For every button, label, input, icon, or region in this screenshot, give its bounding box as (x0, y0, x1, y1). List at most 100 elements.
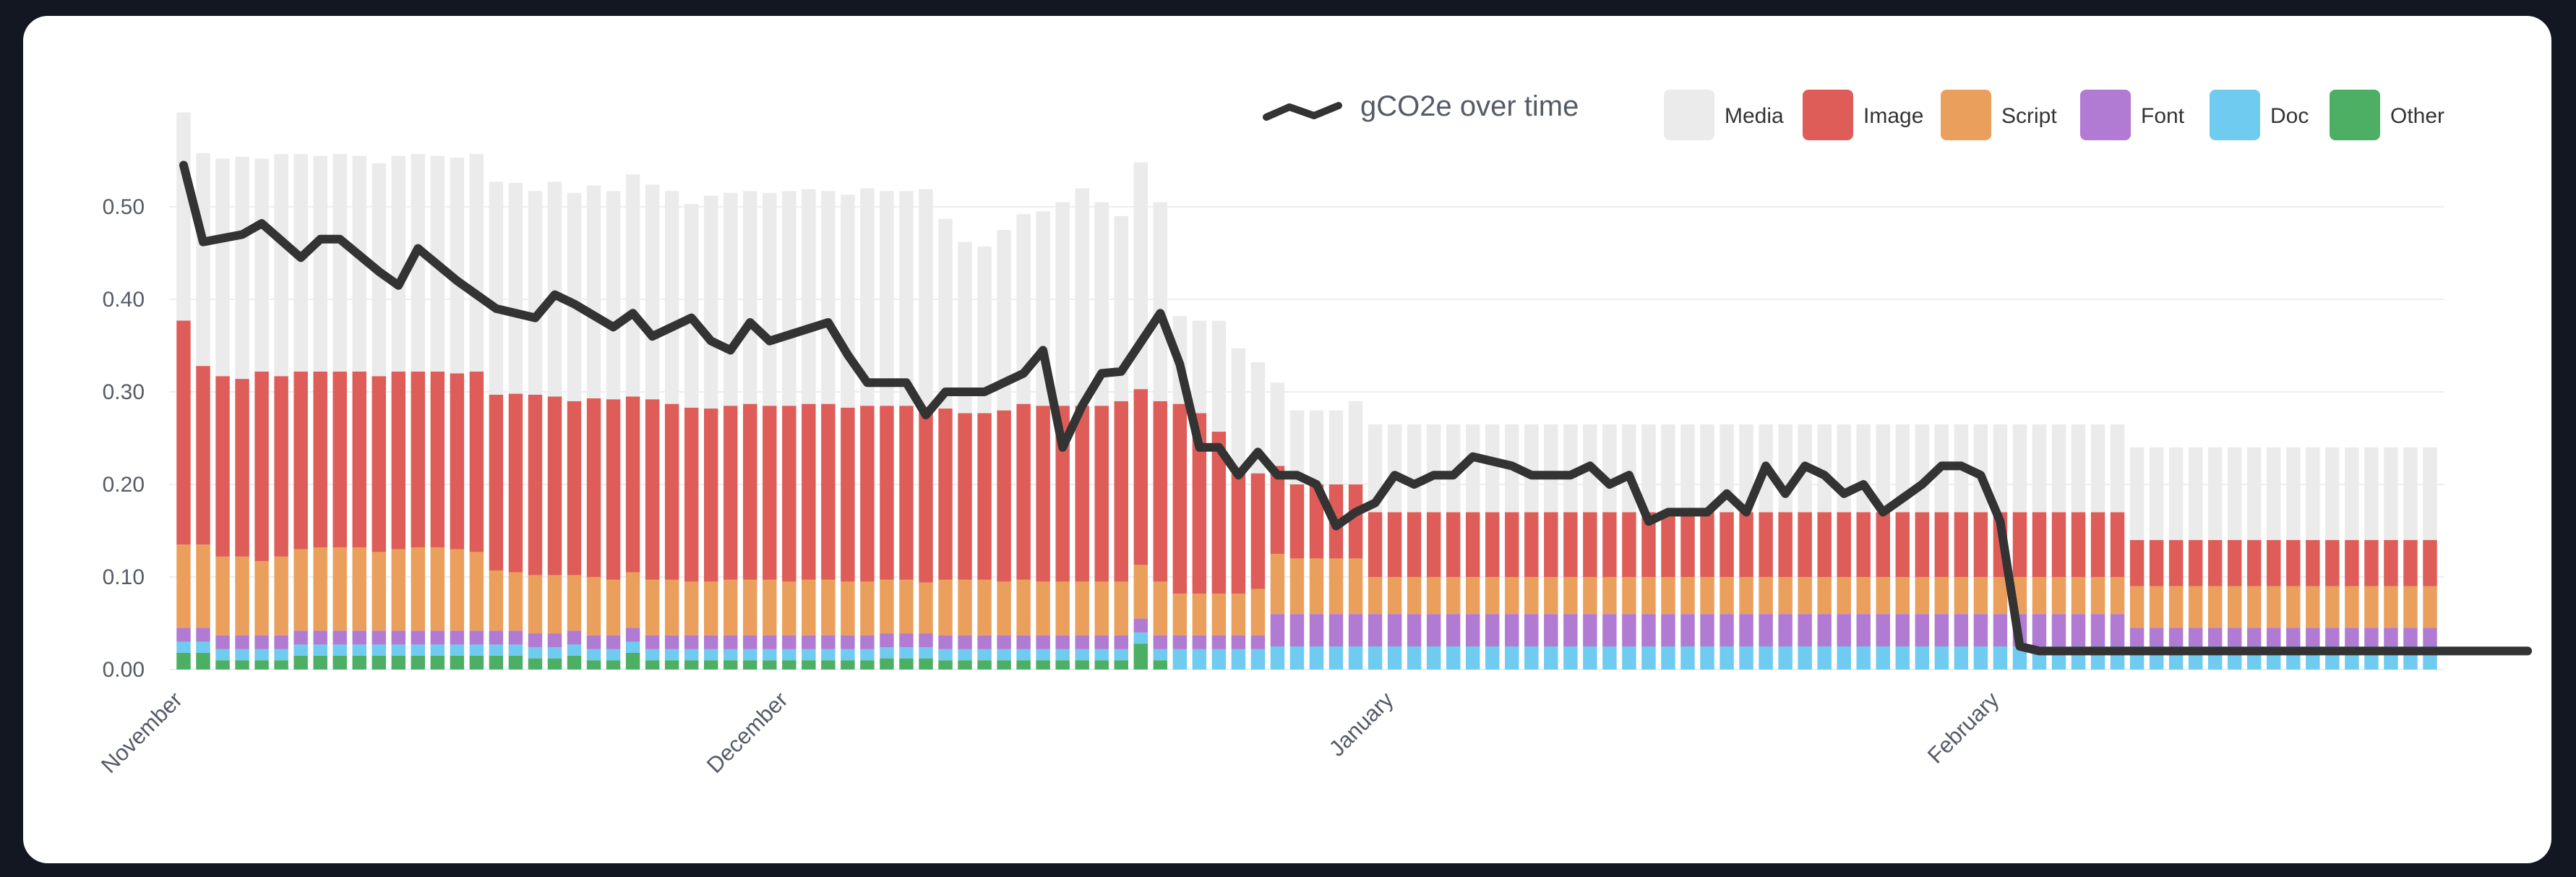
bar-segment-other (724, 660, 738, 669)
bar-segment-doc (508, 644, 523, 656)
bar-segment-image (1172, 403, 1188, 594)
bar-segment-font (1016, 635, 1031, 649)
bar-segment-other (1036, 660, 1050, 669)
bar-segment-image (2267, 539, 2281, 586)
bar-segment-media (645, 184, 660, 400)
bar-segment-media (215, 158, 230, 377)
bar-segment-image (1544, 512, 1558, 577)
bar-segment-font (977, 635, 992, 649)
bar-segment-media (2423, 447, 2437, 540)
bar-segment-image (450, 373, 465, 549)
bar-stack (469, 154, 484, 669)
bar-segment-image (2345, 539, 2359, 586)
bar-segment-other (469, 655, 484, 669)
bar-segment-script (1934, 577, 1949, 615)
bar-segment-script (1563, 577, 1578, 615)
bar-segment-image (332, 371, 347, 548)
legend-swatch (2210, 90, 2260, 140)
bar-segment-font (215, 635, 230, 649)
bar-segment-other (235, 660, 249, 669)
bar-segment-doc (724, 649, 738, 661)
bar-segment-font (2129, 628, 2144, 646)
bar-segment-doc (1505, 646, 1519, 669)
bar-segment-image (196, 366, 210, 545)
bar-segment-other (215, 660, 230, 669)
bar-segment-media (703, 195, 718, 409)
bar-segment-media (2188, 447, 2203, 540)
bar-segment-script (2384, 586, 2398, 628)
bar-segment-other (899, 658, 914, 669)
bar-segment-script (724, 579, 738, 636)
bar-segment-doc (1856, 646, 1871, 669)
bar-stack (1993, 424, 2008, 669)
bar-segment-image (1368, 512, 1383, 577)
bar-segment-script (1231, 594, 1246, 636)
legend-line-label: gCO2e over time (1360, 90, 1579, 122)
bar-segment-script (919, 582, 933, 634)
bar-segment-media (1837, 424, 1851, 513)
bar-segment-media (763, 192, 777, 406)
bar-segment-doc (1387, 646, 1402, 669)
bar-segment-font (2228, 628, 2242, 646)
bar-stack (1114, 215, 1128, 669)
bar-segment-other (938, 660, 953, 669)
bar-segment-doc (489, 644, 504, 656)
bar-segment-image (1426, 512, 1441, 577)
bar-segment-media (625, 174, 640, 397)
bar-stack (2207, 447, 2223, 669)
bar-segment-font (1094, 635, 1109, 649)
bar-segment-script (1661, 577, 1675, 615)
bar-segment-media (1368, 424, 1383, 513)
bar-segment-media (508, 182, 523, 394)
bar-segment-doc (1309, 646, 1324, 669)
co2-line (179, 161, 2533, 656)
bar-segment-doc (860, 649, 875, 661)
bar-segment-doc (1368, 646, 1383, 669)
bar-segment-image (2071, 512, 2086, 577)
bar-segment-script (508, 572, 523, 631)
bar-stack (841, 194, 855, 669)
bar-segment-image (1661, 512, 1675, 577)
bar-stack (2012, 424, 2027, 669)
bar-segment-image (2207, 539, 2223, 586)
bar-segment-other (703, 660, 718, 669)
bar-segment-script (450, 549, 465, 631)
bar-stack (2306, 447, 2320, 669)
bar-segment-other (586, 660, 601, 669)
bar-segment-media (1289, 410, 1305, 484)
bar-segment-image (1192, 413, 1207, 594)
bar-segment-font (1856, 614, 1871, 646)
bar-stack (1270, 382, 1285, 669)
bar-segment-doc (1739, 646, 1753, 669)
bar-segment-script (1954, 577, 1969, 615)
bar-stack (1602, 424, 1617, 669)
bar-segment-script (1114, 581, 1128, 636)
bar-segment-script (2345, 586, 2359, 628)
bar-segment-script (1211, 594, 1227, 636)
bar-segment-doc (274, 649, 288, 661)
bar-segment-doc (1075, 649, 1089, 661)
bar-segment-font (1211, 635, 1227, 649)
bar-stack (2149, 447, 2164, 669)
bar-segment-other (313, 655, 327, 669)
bar-segment-media (1094, 202, 1109, 406)
bar-segment-script (2423, 586, 2437, 628)
legend-label: Other (2390, 104, 2444, 128)
bar-segment-script (1485, 577, 1500, 615)
y-tick-label: 0.00 (103, 658, 145, 682)
bar-segment-script (1720, 577, 1734, 615)
bar-segment-media (196, 153, 210, 367)
co2-line-series (179, 161, 2533, 656)
bar-segment-script (1055, 581, 1070, 636)
legend-item-font: Font (2080, 90, 2185, 140)
bar-segment-script (1407, 577, 1422, 615)
bar-stack (1837, 424, 1851, 669)
bar-stack (2129, 447, 2144, 669)
bar-segment-doc (547, 647, 562, 659)
bar-segment-script (2071, 577, 2086, 615)
bar-stack (2168, 447, 2184, 669)
legend-label: Image (1863, 104, 1923, 128)
bar-segment-font (1231, 635, 1246, 649)
bar-segment-doc (841, 649, 855, 661)
bar-segment-media (1856, 424, 1871, 513)
